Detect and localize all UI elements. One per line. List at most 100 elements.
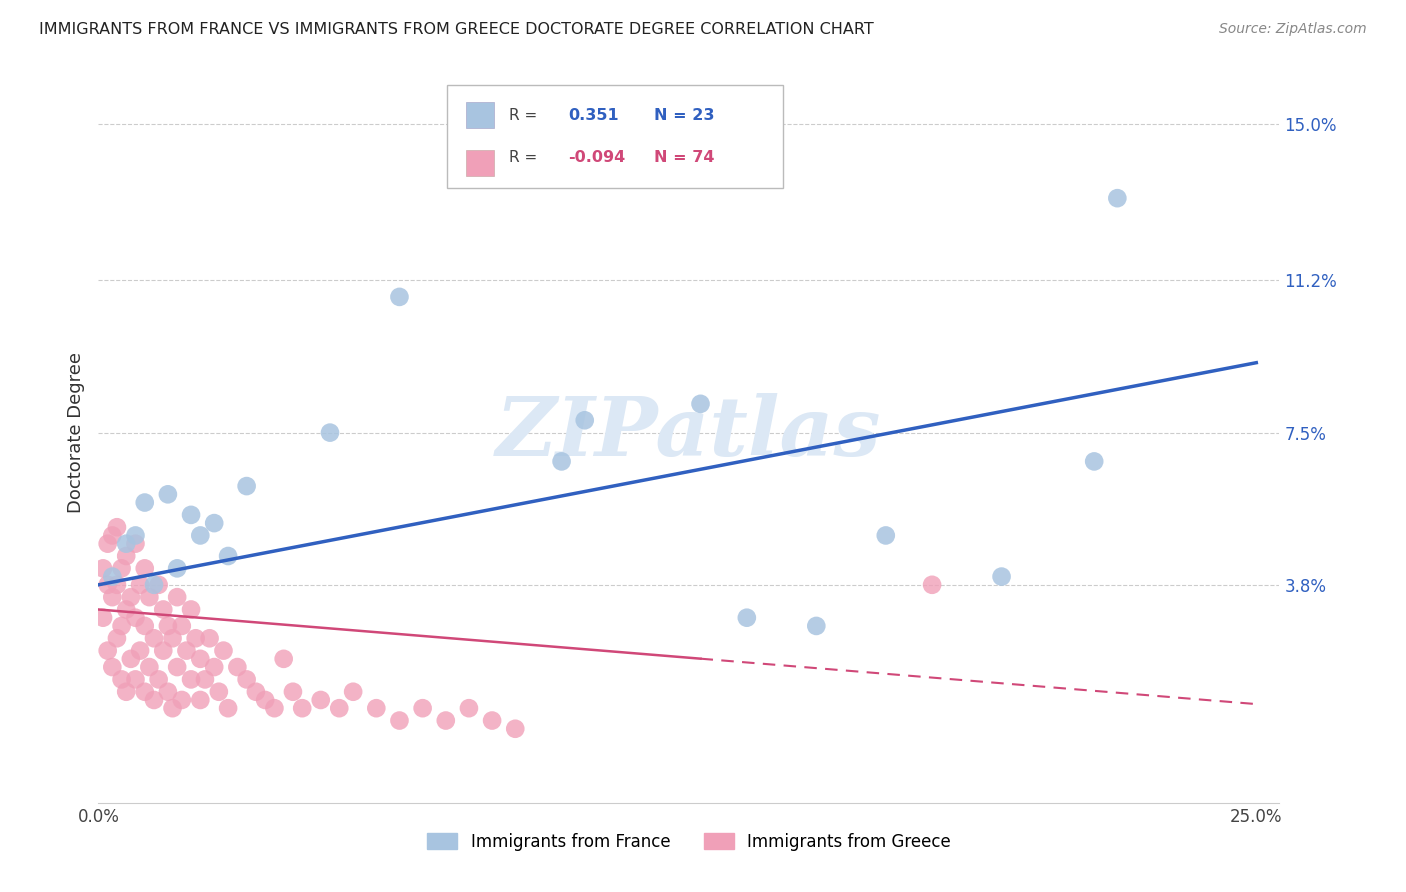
Point bbox=[105, 578, 128, 592]
Point bbox=[129, 643, 152, 657]
FancyBboxPatch shape bbox=[447, 85, 783, 188]
Point bbox=[101, 590, 124, 604]
Point bbox=[162, 701, 184, 715]
Text: ZIPatlas: ZIPatlas bbox=[496, 392, 882, 473]
Point bbox=[184, 632, 207, 646]
Point bbox=[138, 590, 160, 604]
Point bbox=[115, 602, 138, 616]
Point bbox=[162, 632, 184, 646]
Point bbox=[101, 660, 124, 674]
Point bbox=[176, 643, 198, 657]
Point bbox=[319, 425, 342, 440]
Point bbox=[194, 673, 217, 687]
Point bbox=[550, 454, 572, 468]
Point bbox=[198, 632, 221, 646]
Legend: Immigrants from France, Immigrants from Greece: Immigrants from France, Immigrants from … bbox=[420, 826, 957, 857]
Point bbox=[115, 549, 138, 563]
Point bbox=[97, 578, 120, 592]
Text: N = 74: N = 74 bbox=[654, 150, 714, 165]
Text: -0.094: -0.094 bbox=[568, 150, 626, 165]
FancyBboxPatch shape bbox=[465, 102, 494, 128]
Point bbox=[689, 397, 711, 411]
Point bbox=[105, 520, 128, 534]
Text: R =: R = bbox=[509, 108, 537, 123]
Point bbox=[143, 693, 166, 707]
Point bbox=[110, 561, 132, 575]
Point bbox=[105, 632, 128, 646]
Point bbox=[217, 701, 239, 715]
Point bbox=[481, 714, 503, 728]
Point bbox=[434, 714, 457, 728]
Point bbox=[156, 487, 179, 501]
Y-axis label: Doctorate Degree: Doctorate Degree bbox=[66, 352, 84, 513]
Point bbox=[235, 479, 257, 493]
Point bbox=[138, 660, 160, 674]
Point bbox=[328, 701, 350, 715]
Point bbox=[134, 495, 156, 509]
Text: Source: ZipAtlas.com: Source: ZipAtlas.com bbox=[1219, 22, 1367, 37]
Point bbox=[91, 561, 114, 575]
Point bbox=[188, 528, 211, 542]
Point bbox=[245, 685, 267, 699]
Point bbox=[188, 652, 211, 666]
Point bbox=[134, 619, 156, 633]
Point bbox=[990, 569, 1012, 583]
Text: IMMIGRANTS FROM FRANCE VS IMMIGRANTS FROM GREECE DOCTORATE DEGREE CORRELATION CH: IMMIGRANTS FROM FRANCE VS IMMIGRANTS FRO… bbox=[39, 22, 875, 37]
Point bbox=[217, 549, 239, 563]
Point bbox=[235, 673, 257, 687]
Point bbox=[574, 413, 596, 427]
Point bbox=[134, 561, 156, 575]
Point bbox=[342, 685, 364, 699]
Point bbox=[170, 619, 193, 633]
Point bbox=[273, 652, 295, 666]
Point bbox=[254, 693, 277, 707]
Point bbox=[388, 714, 411, 728]
Point bbox=[188, 693, 211, 707]
Point bbox=[120, 652, 142, 666]
Point bbox=[281, 685, 304, 699]
Point bbox=[291, 701, 314, 715]
Point bbox=[366, 701, 388, 715]
Point bbox=[226, 660, 249, 674]
Point bbox=[156, 685, 179, 699]
Point bbox=[180, 602, 202, 616]
Point bbox=[124, 528, 146, 542]
Point bbox=[143, 632, 166, 646]
Point bbox=[134, 685, 156, 699]
Point bbox=[388, 290, 411, 304]
Point bbox=[115, 536, 138, 550]
Point bbox=[202, 516, 225, 530]
Point bbox=[735, 611, 758, 625]
Point bbox=[166, 660, 188, 674]
Text: R =: R = bbox=[509, 150, 537, 165]
Point bbox=[115, 685, 138, 699]
Point bbox=[1083, 454, 1105, 468]
Point bbox=[170, 693, 193, 707]
Point bbox=[875, 528, 897, 542]
Point bbox=[156, 619, 179, 633]
Point bbox=[124, 536, 146, 550]
Point bbox=[180, 673, 202, 687]
Point bbox=[97, 643, 120, 657]
Point bbox=[806, 619, 828, 633]
Text: N = 23: N = 23 bbox=[654, 108, 714, 123]
Point bbox=[148, 673, 170, 687]
Point bbox=[110, 619, 132, 633]
Point bbox=[152, 602, 174, 616]
Point bbox=[503, 722, 526, 736]
Point bbox=[97, 536, 120, 550]
Point bbox=[101, 528, 124, 542]
Point bbox=[458, 701, 481, 715]
Point bbox=[129, 578, 152, 592]
Point bbox=[166, 590, 188, 604]
Point bbox=[1107, 191, 1129, 205]
Point bbox=[180, 508, 202, 522]
Point bbox=[110, 673, 132, 687]
Point bbox=[124, 611, 146, 625]
Point bbox=[143, 578, 166, 592]
Point bbox=[91, 611, 114, 625]
Point bbox=[263, 701, 285, 715]
Point bbox=[124, 673, 146, 687]
FancyBboxPatch shape bbox=[465, 150, 494, 176]
Point bbox=[202, 660, 225, 674]
